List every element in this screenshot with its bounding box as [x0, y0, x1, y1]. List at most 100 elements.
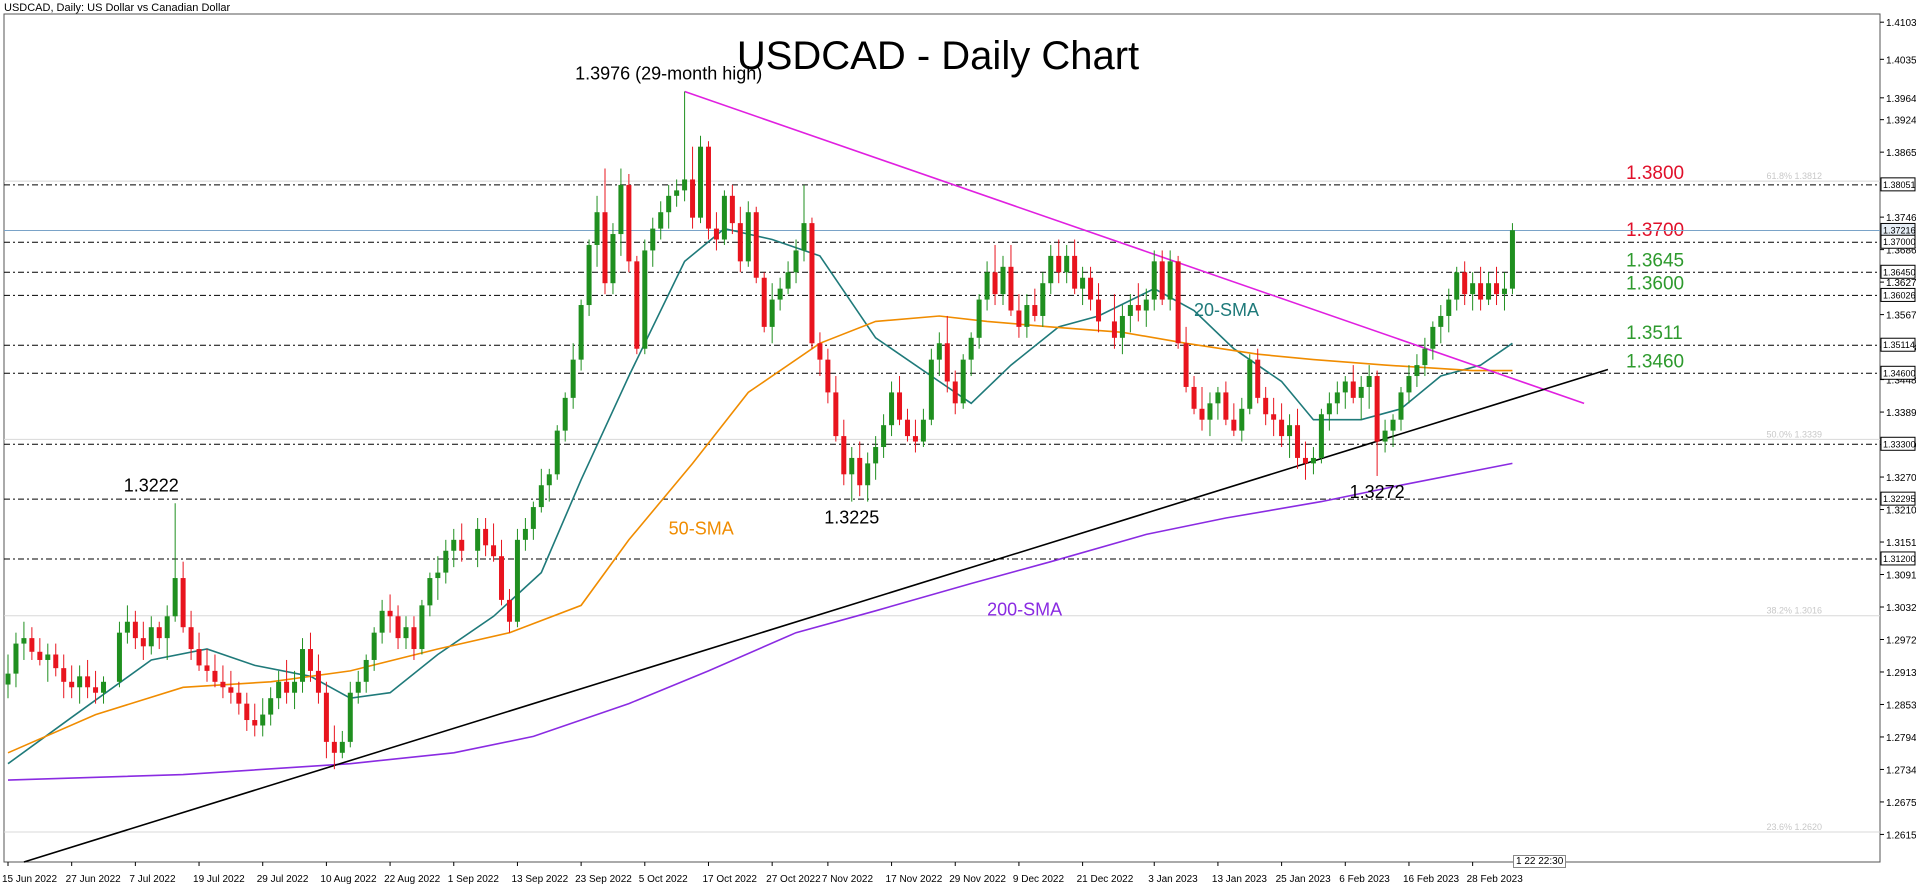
candle-body [29, 638, 35, 652]
candle-body [124, 621, 130, 633]
candle-body [148, 627, 154, 647]
candle-body [300, 649, 306, 682]
candle [252, 703, 258, 737]
candle-body [395, 616, 401, 639]
candle [1326, 392, 1332, 431]
y-tick-label: 1.33890 [1886, 408, 1916, 419]
candle [379, 599, 385, 644]
candle [857, 441, 863, 497]
candle [156, 621, 162, 650]
candle [1430, 321, 1436, 360]
candle-body [634, 261, 640, 349]
candle [132, 610, 138, 650]
candle-body [530, 507, 536, 529]
candle [833, 376, 839, 442]
price-marker-box [1880, 177, 1916, 192]
candle-body [347, 692, 353, 742]
candle-body [642, 250, 648, 349]
candle [21, 621, 27, 660]
candle-body [936, 343, 942, 360]
candle-body [188, 627, 194, 650]
price-marker-box [1880, 491, 1916, 506]
trendlines [23, 90, 1609, 863]
x-tick-label: 1 Sep 2022 [448, 874, 500, 885]
candle [1167, 250, 1173, 311]
price-marker-label: 1.32295 [1883, 494, 1916, 504]
candle-body [721, 195, 727, 240]
candle-body [817, 343, 823, 360]
candle-body [61, 668, 67, 682]
candle [626, 173, 632, 273]
candle [1446, 288, 1452, 333]
candle-body [1501, 288, 1507, 295]
candle [1486, 272, 1492, 306]
candle-body [833, 392, 839, 437]
candle-body [1478, 283, 1484, 300]
candle [952, 370, 958, 415]
candle-body [252, 720, 258, 726]
candle [1255, 348, 1261, 404]
candle [1215, 386, 1221, 420]
candle [1478, 266, 1484, 311]
candle [1263, 386, 1269, 426]
candle-body [1024, 305, 1030, 327]
candle-body [793, 250, 799, 273]
time-widget[interactable]: 1 22 22:30 [1513, 855, 1567, 868]
candle [347, 681, 353, 748]
x-tick-label: 17 Nov 2022 [886, 874, 943, 885]
candle-body [244, 703, 250, 721]
y-tick-label: 1.36865 [1886, 246, 1916, 257]
price-marker-box [1880, 287, 1916, 302]
candle [1223, 381, 1229, 426]
candle [634, 255, 640, 355]
y-tick-label: 1.34485 [1886, 376, 1916, 387]
x-tick-label: 22 Aug 2022 [384, 874, 441, 885]
candle-body [920, 419, 926, 442]
x-tick-label: 7 Jul 2022 [129, 874, 176, 885]
candle [140, 621, 146, 660]
candle [602, 168, 608, 295]
price-marker-label: 1.36450 [1883, 267, 1916, 277]
candle [355, 670, 361, 704]
candle [992, 244, 998, 306]
candle-body [873, 447, 879, 464]
level-label: 1.3511 [1626, 323, 1683, 344]
candle [1271, 397, 1277, 437]
candle-body [1454, 272, 1460, 300]
candle-body [1358, 386, 1364, 398]
candle-body [69, 681, 75, 688]
candle [1462, 261, 1468, 306]
candle [1159, 250, 1165, 306]
candle-body [1239, 408, 1245, 431]
candle [976, 294, 982, 349]
candle-body [904, 419, 910, 437]
candle-body [292, 681, 298, 693]
price-marker-box [1880, 551, 1916, 566]
candle [1422, 337, 1428, 377]
x-tick-label: 9 Dec 2022 [1013, 874, 1065, 885]
candle [236, 681, 242, 715]
x-tick-label: 19 Jul 2022 [193, 874, 245, 885]
y-tick-label: 1.26155 [1886, 830, 1916, 841]
candle [1032, 288, 1038, 322]
candle-body [1414, 365, 1420, 377]
candle [459, 523, 465, 562]
candle-body [1326, 403, 1332, 415]
candle [1080, 266, 1086, 306]
candle-body [1263, 397, 1269, 415]
candle [506, 588, 512, 633]
candle-body [1191, 386, 1197, 409]
candle-body [1279, 419, 1285, 437]
candle-body [713, 228, 719, 240]
price-marker-label: 1.31200 [1883, 554, 1916, 564]
candle-body [411, 627, 417, 650]
candle [721, 190, 727, 245]
x-tick-label: 13 Jan 2023 [1212, 874, 1267, 885]
candle-body [1056, 255, 1062, 273]
candle-body [1446, 299, 1452, 316]
candle-body [140, 638, 146, 647]
candle-body [825, 359, 831, 393]
candle [276, 670, 282, 710]
annotation-label: 1.3225 [824, 508, 879, 528]
candle [260, 698, 266, 737]
